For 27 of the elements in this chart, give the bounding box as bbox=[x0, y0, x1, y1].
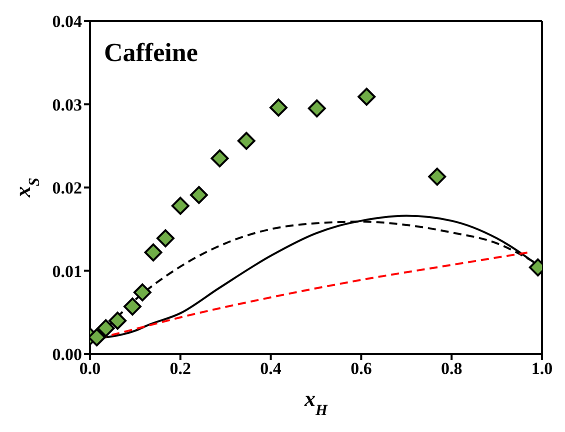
point bbox=[133, 283, 152, 302]
y-tick-label: 0.01 bbox=[52, 262, 82, 281]
point bbox=[210, 149, 229, 168]
point bbox=[96, 319, 115, 338]
point bbox=[190, 186, 208, 204]
point bbox=[428, 168, 446, 186]
x-axis-title: x$_{H}$ bbox=[304, 386, 329, 418]
point bbox=[269, 98, 288, 117]
point bbox=[156, 229, 174, 248]
annotation: Caffeine bbox=[104, 38, 198, 68]
x-tick-label: 0.0 bbox=[79, 359, 101, 378]
x-tick-label: 0.8 bbox=[440, 359, 462, 378]
point bbox=[144, 243, 162, 262]
x-tick-label: 0.6 bbox=[350, 359, 372, 378]
point bbox=[308, 99, 326, 118]
x-tick-label: 0.2 bbox=[170, 359, 192, 378]
point bbox=[108, 312, 127, 330]
x-tick-label: 0.4 bbox=[260, 359, 282, 378]
point bbox=[123, 298, 142, 316]
y-tick-label: 0.03 bbox=[52, 95, 82, 114]
y-tick-label: 0.02 bbox=[52, 178, 82, 198]
point bbox=[358, 88, 376, 106]
point bbox=[237, 132, 256, 150]
point bbox=[171, 196, 190, 215]
y-tick-label: 0.04 bbox=[52, 12, 82, 32]
x-tick-label: 1.0 bbox=[531, 359, 553, 378]
y-tick-label: 0.00 bbox=[52, 345, 82, 364]
